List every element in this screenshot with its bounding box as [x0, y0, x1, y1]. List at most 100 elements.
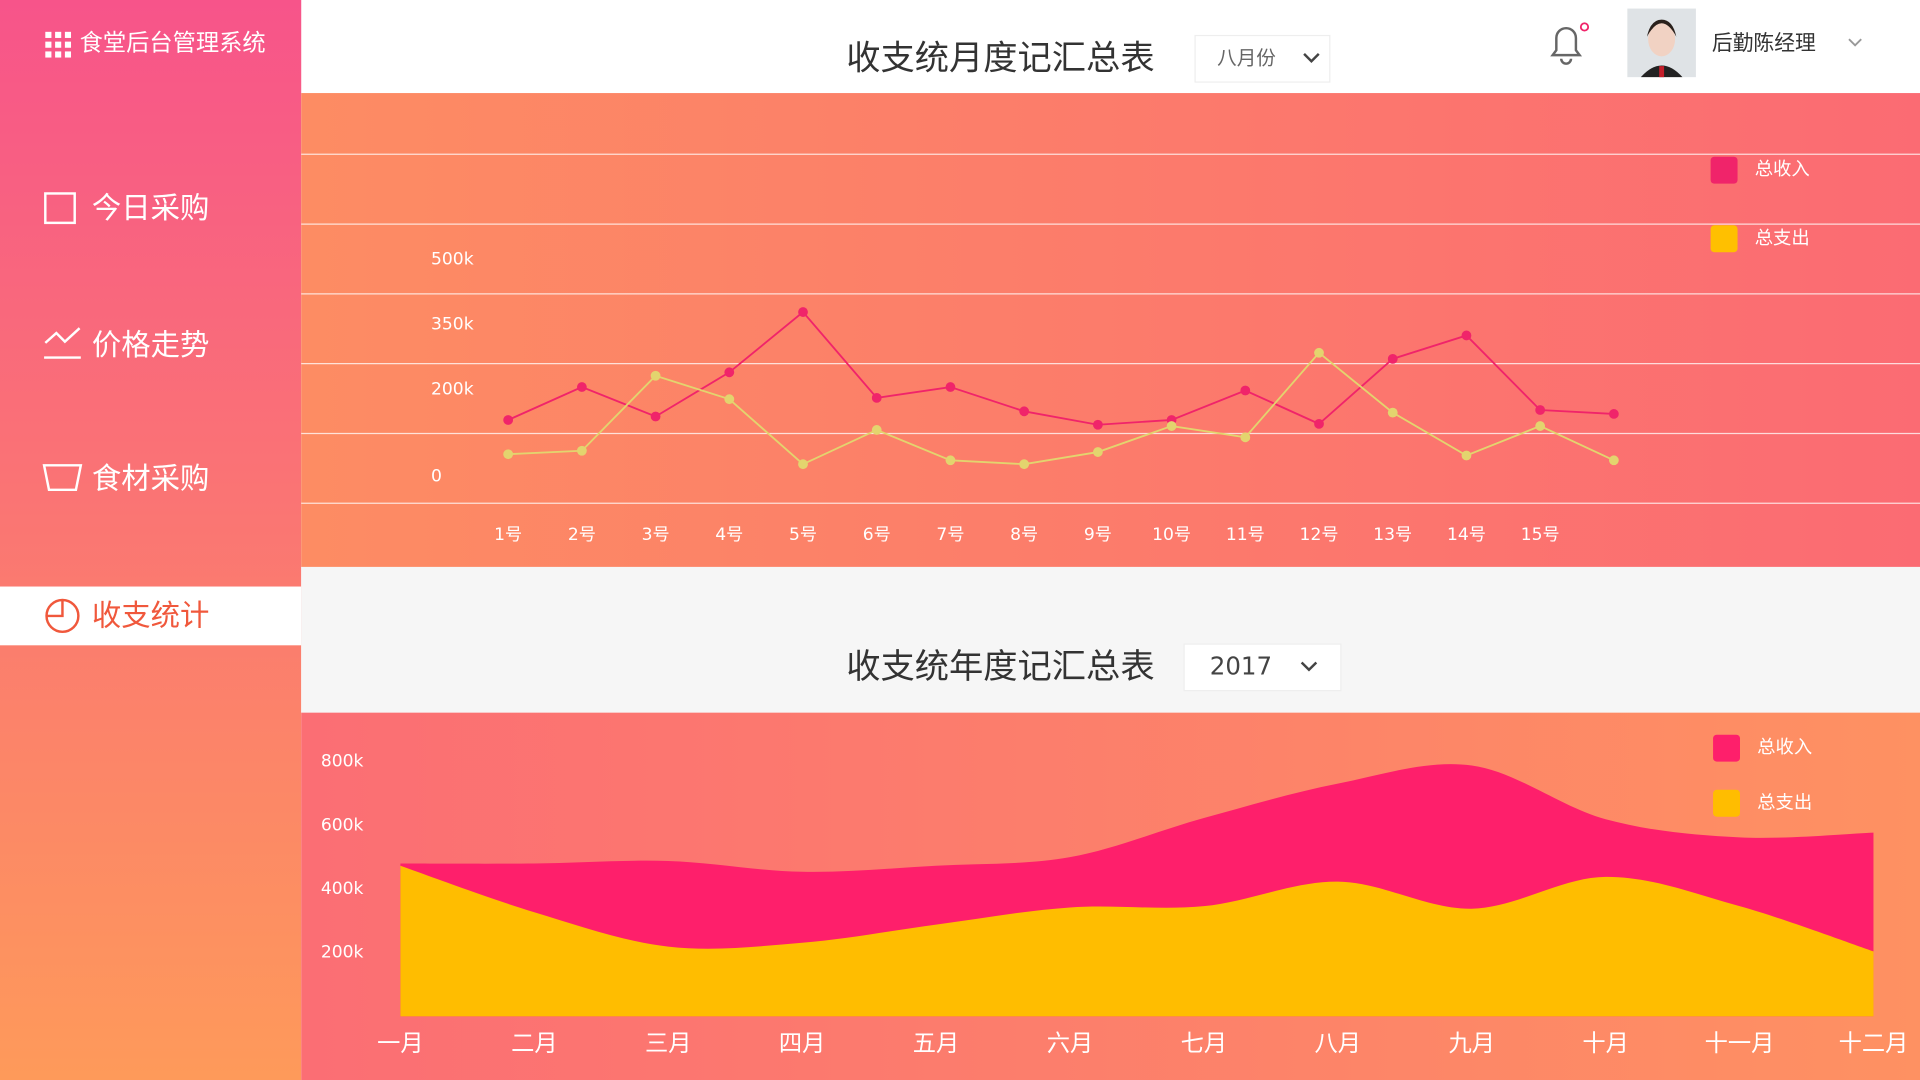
series-line	[508, 351, 1615, 466]
data-point	[945, 382, 956, 392]
data-point	[1092, 419, 1103, 430]
x-tick-label: 15号	[1521, 525, 1560, 545]
monthly-chart-bg	[301, 93, 1920, 567]
y-tick-label: 200k	[321, 943, 364, 963]
y-tick-label: 0	[431, 466, 442, 486]
data-point	[1314, 418, 1324, 429]
x-tick-label: 5号	[789, 525, 817, 545]
x-tick-label: 九月	[1448, 1030, 1495, 1057]
notification-bell[interactable]	[1550, 22, 1590, 65]
data-point	[1019, 459, 1030, 470]
data-point	[503, 449, 514, 460]
series-area	[400, 865, 1874, 1017]
user-name[interactable]: 后勤陈经理	[1712, 31, 1816, 55]
x-tick-label: 11号	[1226, 525, 1265, 545]
menu-item[interactable]: 价格走势	[44, 327, 210, 362]
data-point	[576, 382, 587, 392]
year-select[interactable]: 2017	[1183, 643, 1342, 692]
avatar[interactable]	[1627, 8, 1696, 78]
data-point	[1166, 421, 1177, 431]
data-point	[1608, 409, 1619, 419]
series-line	[507, 310, 1614, 426]
data-point	[1240, 432, 1251, 443]
data-point	[1240, 385, 1251, 396]
data-point	[1314, 347, 1324, 358]
data-point	[1387, 407, 1398, 418]
data-point	[503, 415, 514, 425]
x-tick-label: 6号	[863, 525, 891, 545]
data-point	[1461, 330, 1472, 341]
legend-swatch	[1710, 225, 1738, 253]
chevron	[1300, 661, 1318, 672]
data-point	[1461, 450, 1472, 461]
legend-swatch	[1713, 789, 1740, 817]
y-tick-label: 600k	[321, 815, 364, 835]
select-value: 八月份	[1217, 46, 1276, 69]
legend-label: 总支出	[1757, 792, 1812, 813]
x-tick-label: 十一月	[1705, 1030, 1775, 1057]
chevron	[1303, 53, 1320, 63]
menu-icon	[46, 600, 64, 618]
x-tick-label: 1号	[494, 525, 522, 545]
legend-swatch	[1713, 734, 1740, 762]
legend-label: 总收入	[1755, 159, 1810, 180]
x-tick-label: 12号	[1300, 525, 1339, 545]
data-point	[871, 425, 882, 435]
data-point	[1019, 406, 1030, 417]
x-tick-label: 2号	[568, 525, 596, 545]
x-tick-label: 十二月	[1839, 1030, 1909, 1057]
data-point	[1092, 447, 1103, 457]
x-tick-label: 9号	[1084, 525, 1112, 545]
x-tick-label: 4号	[715, 525, 743, 545]
data-point	[1535, 405, 1546, 415]
logo-text: 食堂后台管理系统	[80, 30, 266, 57]
data-point	[798, 459, 808, 470]
x-tick-label: 四月	[779, 1030, 826, 1057]
x-tick-label: 五月	[913, 1030, 960, 1057]
y-tick-label: 800k	[321, 752, 364, 772]
menu-item[interactable]: 食材采购	[42, 462, 210, 496]
chevron[interactable]	[1848, 38, 1862, 47]
section-title: 收支统年度记汇总表	[846, 647, 1154, 687]
data-point	[576, 445, 587, 456]
select-value: 2017	[1210, 651, 1272, 680]
menu-label[interactable]: 价格走势	[92, 328, 210, 362]
x-tick-label: 14号	[1447, 525, 1486, 545]
month-select[interactable]: 八月份	[1194, 34, 1331, 83]
data-point	[871, 392, 882, 403]
menu-label[interactable]: 收支统计	[92, 599, 210, 633]
sidebar	[0, 0, 302, 1080]
data-point	[1608, 455, 1619, 466]
data-point	[1535, 421, 1546, 431]
menu-item-active[interactable]: 收支统计	[45, 599, 210, 634]
legend-label: 总收入	[1757, 737, 1812, 758]
data-point	[1387, 353, 1398, 364]
x-tick-label: 7号	[936, 525, 964, 545]
x-tick-label: 三月	[645, 1030, 692, 1057]
x-tick-label: 二月	[511, 1030, 558, 1057]
page-title: 收支统月度记汇总表	[846, 39, 1154, 79]
y-tick-label: 350k	[431, 315, 474, 335]
y-tick-label: 200k	[431, 380, 474, 400]
x-tick-label: 10号	[1152, 525, 1191, 545]
menu-icon	[44, 327, 81, 344]
x-tick-label: 3号	[642, 525, 670, 545]
legend-swatch	[1710, 156, 1738, 184]
menu-item[interactable]: 今日采购	[44, 191, 210, 225]
x-tick-label: 七月	[1181, 1030, 1228, 1057]
data-point	[945, 455, 956, 466]
data-point	[650, 370, 661, 381]
y-tick-label: 500k	[431, 250, 474, 270]
data-point	[650, 411, 661, 422]
data-point	[724, 394, 735, 405]
x-tick-label: 一月	[377, 1030, 424, 1057]
menu-label[interactable]: 食材采购	[92, 462, 210, 496]
x-tick-label: 六月	[1047, 1030, 1094, 1057]
select-box[interactable]	[1183, 643, 1342, 692]
data-point	[724, 367, 735, 378]
logo-icon	[45, 31, 72, 58]
x-tick-label: 13号	[1373, 525, 1412, 545]
menu-label[interactable]: 今日采购	[92, 191, 210, 225]
section-bg	[301, 566, 1920, 713]
